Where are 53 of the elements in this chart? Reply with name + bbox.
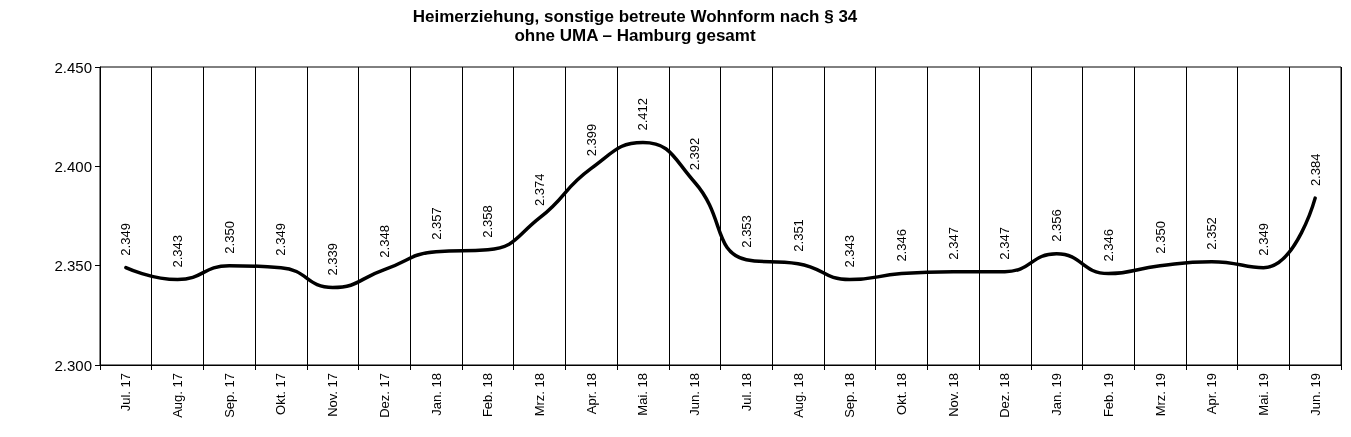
data-label: 2.346 <box>893 229 909 262</box>
data-label: 2.357 <box>428 207 444 240</box>
x-tick-label: Apr. 18 <box>583 373 599 415</box>
data-label: 2.350 <box>221 221 237 254</box>
chart-title: Heimerziehung, sonstige betreute Wohnform nach § 34 ohne UMA – Hamburg gesamt <box>412 7 858 45</box>
x-tick-label: Jan. 18 <box>428 373 444 416</box>
y-tick-label: 2.300 <box>54 356 92 374</box>
data-label: 2.399 <box>583 123 599 157</box>
x-tick-label: Mai. 18 <box>635 373 651 416</box>
data-label: 2.412 <box>635 97 651 131</box>
x-tick-label: Jun. 19 <box>1307 373 1323 416</box>
data-label: 2.350 <box>1152 221 1168 254</box>
x-tick-label: Jul. 17 <box>118 373 134 412</box>
data-label: 2.392 <box>687 137 703 171</box>
data-label: 2.347 <box>945 227 961 260</box>
data-label: 2.343 <box>842 235 858 268</box>
x-tick-label: Jun. 18 <box>687 373 703 416</box>
y-tick-label: 2.350 <box>54 257 92 275</box>
x-tick-label: Sep. 17 <box>221 373 237 418</box>
x-tick-label: Okt. 17 <box>273 373 289 415</box>
x-tick-label: Feb. 19 <box>1100 373 1116 418</box>
data-label: 2.358 <box>480 205 496 238</box>
data-label: 2.384 <box>1307 153 1323 187</box>
data-label: 2.351 <box>790 219 806 252</box>
data-label: 2.349 <box>118 223 134 256</box>
data-label: 2.356 <box>1049 209 1065 242</box>
x-tick-label: Sep. 18 <box>842 373 858 418</box>
data-label: 2.343 <box>170 235 186 268</box>
y-tick-label: 2.450 <box>54 58 92 76</box>
x-tick-label: Dez. 17 <box>376 373 392 418</box>
x-tick-label: Mrz. 18 <box>532 373 548 417</box>
x-tick-label: Nov. 18 <box>945 373 961 417</box>
x-tick-label: Mai. 19 <box>1255 373 1271 416</box>
data-label: 2.348 <box>376 225 392 258</box>
data-label: 2.349 <box>273 223 289 256</box>
data-label: 2.349 <box>1255 223 1271 256</box>
data-label: 2.346 <box>1100 229 1116 262</box>
x-tick-label: Nov. 17 <box>325 373 341 417</box>
x-tick-label: Aug. 17 <box>170 373 186 418</box>
data-label: 2.339 <box>325 242 341 276</box>
data-label: 2.352 <box>1204 217 1220 250</box>
x-tick-label: Jul. 18 <box>738 373 754 412</box>
x-tick-label: Jan. 19 <box>1049 373 1065 416</box>
data-label: 2.374 <box>532 173 548 206</box>
x-tick-label: Mrz. 19 <box>1152 373 1168 417</box>
x-tick-label: Aug. 18 <box>790 373 806 418</box>
x-tick-label: Feb. 18 <box>480 373 496 418</box>
x-tick-label: Okt. 18 <box>893 373 909 415</box>
x-tick-label: Apr. 19 <box>1204 373 1220 415</box>
data-label: 2.347 <box>997 227 1013 260</box>
y-tick-label: 2.400 <box>54 157 92 175</box>
x-tick-label: Dez. 18 <box>997 373 1013 418</box>
data-label: 2.353 <box>738 215 754 248</box>
